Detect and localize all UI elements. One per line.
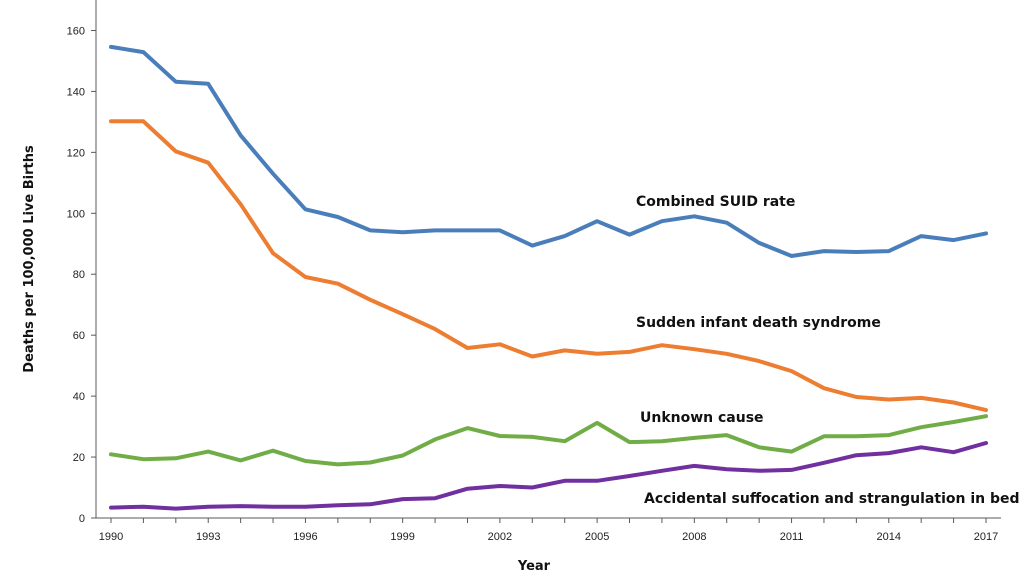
y-tick-label: 140 bbox=[67, 86, 85, 98]
y-tick-label: 40 bbox=[73, 391, 85, 403]
y-tick-label: 20 bbox=[73, 452, 85, 464]
y-tick-label: 160 bbox=[67, 25, 85, 37]
series-label-3: Unknown cause bbox=[640, 410, 764, 426]
x-tick-label: 2005 bbox=[585, 531, 609, 543]
axes bbox=[95, 0, 1001, 519]
y-tick-label: 120 bbox=[67, 147, 85, 159]
x-tick-label: 1996 bbox=[293, 531, 317, 543]
x-tick-label: 2002 bbox=[488, 531, 512, 543]
series-label-1: Combined SUID rate bbox=[636, 194, 795, 210]
series-line-4 bbox=[109, 441, 988, 511]
series-line-3 bbox=[109, 414, 988, 467]
x-axis-ticks: 1990 1993 1996 1999 2002 2005 2008 2011 2014 2017 bbox=[99, 518, 998, 543]
x-tick-label: 2014 bbox=[877, 531, 901, 543]
x-tick-label: 1999 bbox=[390, 531, 414, 543]
y-tick-label: 80 bbox=[73, 269, 85, 281]
series-line-1 bbox=[109, 44, 988, 258]
series-label-4: Accidental suffocation and strangulation… bbox=[644, 491, 1020, 507]
x-tick-label: 2017 bbox=[974, 531, 998, 543]
x-axis-title: Year bbox=[517, 559, 551, 574]
series-line-2 bbox=[109, 119, 988, 413]
x-tick-label: 1990 bbox=[99, 531, 123, 543]
x-tick-label: 1993 bbox=[196, 531, 220, 543]
y-axis-ticks: 0 20 40 60 80 100 120 140 160 bbox=[67, 25, 96, 525]
x-tick-label: 2008 bbox=[682, 531, 706, 543]
y-axis-title: Deaths per 100,000 Live Births bbox=[22, 145, 37, 373]
series-labels: Combined SUID rate Sudden infant death sy… bbox=[636, 194, 1020, 507]
y-tick-label: 60 bbox=[73, 330, 85, 342]
y-tick-label: 100 bbox=[67, 208, 85, 220]
series-label-2: Sudden infant death syndrome bbox=[636, 315, 881, 331]
series-lines bbox=[109, 44, 988, 511]
x-tick-label: 2011 bbox=[780, 531, 804, 543]
y-tick-label: 0 bbox=[79, 513, 85, 525]
